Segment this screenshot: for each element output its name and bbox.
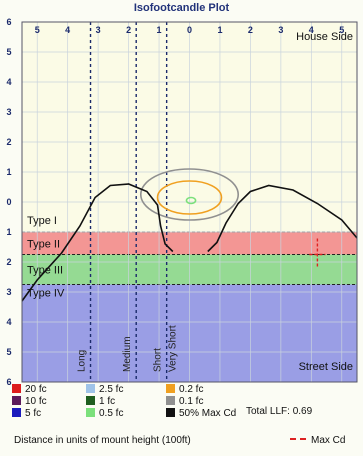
x-tick-label: 5 [35,25,40,35]
legend-item: 1 fc [86,396,115,408]
y-tick-label: 6 [6,17,11,27]
legend-swatch [86,396,95,405]
contour-0_5-fc [185,196,197,205]
legend-item: 5 fc [12,408,41,420]
type-label-2: Type II [27,238,60,250]
max-cd-dash-icon [290,438,306,440]
y-tick-label: 5 [6,47,11,57]
legend-label: 2.5 fc [99,384,124,395]
street-side-label: Street Side [299,361,353,373]
legend-label: 0.1 fc [179,396,204,407]
x-tick-label: 2 [126,25,131,35]
max-cd-legend: Max Cd [290,435,345,446]
x-tick-label: 1 [217,25,222,35]
max-cd-label: Max Cd [311,435,346,446]
legend-swatch [12,408,21,417]
legend-item: 10 fc [12,396,47,408]
legend-swatch [86,384,95,393]
contour-0_2-fc [156,180,223,215]
legend-label: 5 fc [25,408,42,419]
y-tick-label: 1 [6,167,11,177]
type-label-1: Type I [27,215,57,227]
distance-label-medium: Medium [122,336,133,372]
legend-swatch [166,396,175,405]
house-side-label: House Side [296,31,353,43]
contour-0_1-fc [139,168,240,221]
y-tick-label: 5 [6,347,11,357]
legend-item: 0.1 fc [166,396,203,408]
x-tick-label: 4 [65,25,70,35]
legend-swatch [12,384,21,393]
y-tick-label: 0 [6,197,11,207]
x-tick-label: 0 [187,25,192,35]
legend-label: 50% Max Cd [179,408,237,419]
y-tick-label: 1 [6,227,11,237]
x-tick-label: 4 [309,25,314,35]
legend-label: 1 fc [99,396,116,407]
legend-item: 50% Max Cd [166,408,236,420]
legend-swatch [166,408,175,417]
legend-item: 20 fc [12,384,47,396]
x-tick-label: 3 [278,25,283,35]
type-label-3: Type III [27,265,63,277]
legend-label: 20 fc [25,384,47,395]
legend: 20 fc 2.5 fc 0.2 fc 10 fc 1 fc 0.1 fc 5 fc 0.5 … [8,384,358,454]
y-tick-label: 4 [6,317,11,327]
distance-label-very-short: Very Short [168,325,179,372]
distance-note: Distance in units of mount height (100ft… [14,435,191,446]
y-tick-label: 3 [6,287,11,297]
legend-swatch [166,384,175,393]
y-tick-label: 3 [6,107,11,117]
legend-label: 0.5 fc [99,408,124,419]
plot-title: Isofootcandle Plot [133,2,230,14]
y-tick-label: 6 [6,377,11,387]
legend-label: 10 fc [25,396,47,407]
x-tick-label: 5 [339,25,344,35]
type-label-4: Type IV [27,288,65,300]
total-llf: Total LLF: 0.69 [246,406,313,417]
y-tick-label: 2 [6,257,11,267]
x-tick-label: 3 [96,25,101,35]
legend-label: 0.2 fc [179,384,204,395]
max-cd-50-curve-left [21,183,174,302]
y-tick-label: 4 [6,77,11,87]
legend-item: 0.2 fc [166,384,203,396]
distance-label-short: Short [153,348,164,372]
plot-border [21,21,358,383]
legend-swatch [12,396,21,405]
max-cd-50-curve-right [207,184,358,253]
y-tick-label: 2 [6,137,11,147]
legend-item: 0.5 fc [86,408,123,420]
x-tick-label: 1 [157,25,162,35]
distance-label-long: Long [77,350,88,372]
legend-swatch [86,408,95,417]
x-tick-label: 2 [248,25,253,35]
legend-item: 2.5 fc [86,384,123,396]
